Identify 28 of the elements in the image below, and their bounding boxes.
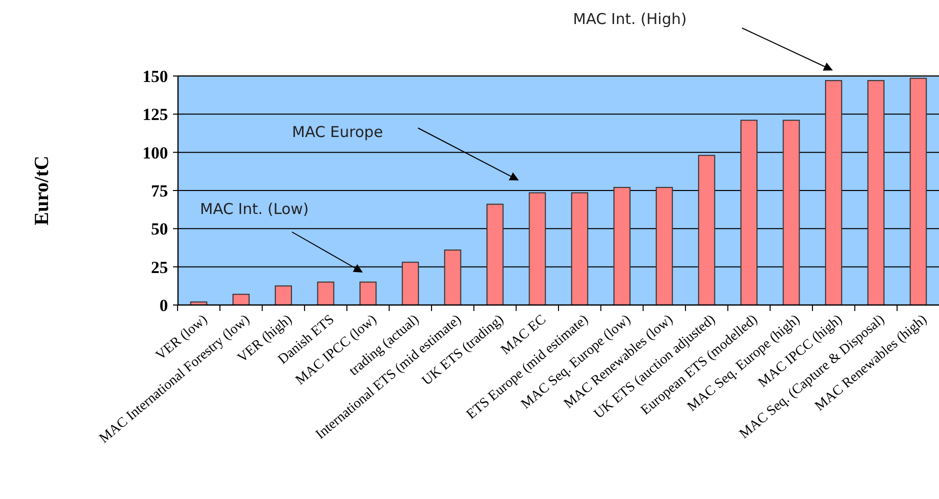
bar [571,192,588,306]
annotation: MAC Europe [292,123,383,141]
bar [656,186,673,306]
annotation: MAC Int. (Low) [200,200,309,218]
bar [698,154,716,306]
bar [402,262,419,306]
bar [232,294,250,306]
bar [825,80,842,306]
bar [910,78,927,306]
y-tick-label: 150 [142,66,168,86]
bar [528,192,546,306]
bar [274,285,292,306]
text: MAC Int. (High) [573,10,687,28]
bar [486,204,504,306]
bar [740,120,758,306]
y-tick-label: 100 [142,143,168,162]
bar [444,250,462,306]
y-tick-label: 75 [151,181,168,200]
bar [613,186,631,306]
y-axis-title: Euro/tC [31,156,53,226]
y-tick-label: 25 [151,258,168,277]
y-tick-label: 125 [142,105,168,124]
y-tick-label: 50 [151,220,168,239]
bar [359,282,377,306]
bar [867,80,884,306]
bar [782,120,800,306]
y-tick-label: 0 [160,296,168,315]
bar [317,282,334,306]
